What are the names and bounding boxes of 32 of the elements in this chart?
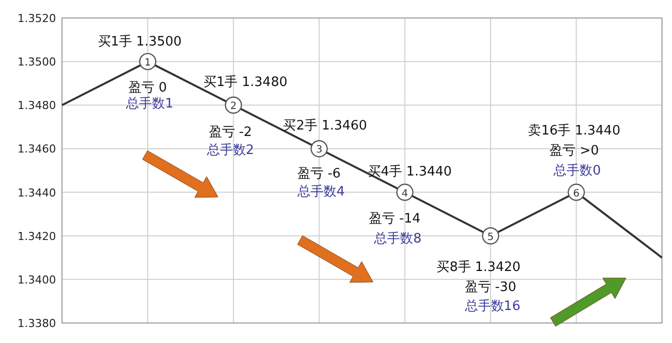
- annotation: 3: [316, 144, 322, 156]
- annotation: 盈亏 -30: [464, 280, 516, 295]
- y-tick-label: 1.3440: [18, 186, 56, 200]
- y-tick-label: 1.3520: [18, 12, 56, 25]
- annotation: 总手数1: [125, 96, 174, 112]
- annotation: 买8手 1.3420: [436, 260, 521, 275]
- annotation: 盈亏 -2: [208, 125, 252, 140]
- annotation: 盈亏 -6: [298, 166, 341, 182]
- annotation: 买2手 1.3460: [283, 118, 368, 134]
- annotation: 总手数2: [206, 143, 254, 158]
- y-tick-label: 1.3400: [18, 273, 56, 286]
- annotation: 卖16手 1.3440: [528, 123, 620, 138]
- annotation: 买1手 1.3480: [203, 75, 288, 90]
- annotation: 总手数4: [296, 184, 345, 200]
- annotation: 总手数8: [373, 231, 422, 246]
- annotation: 买1手 1.3500: [98, 34, 182, 50]
- annotation: 盈亏 -14: [369, 211, 421, 226]
- annotation: 盈亏 >0: [550, 143, 599, 158]
- y-tick-label: 1.3480: [18, 99, 56, 112]
- y-tick-label: 1.3460: [18, 142, 56, 156]
- y-tick-label: 1.3500: [18, 56, 56, 69]
- annotation: 4: [402, 188, 408, 200]
- annotation: 5: [487, 232, 494, 243]
- annotation: 1: [144, 58, 151, 69]
- annotation: 总手数0: [552, 163, 601, 178]
- annotation: 2: [230, 101, 237, 112]
- annotation: 6: [573, 188, 580, 200]
- annotation: 买4手 1.3440: [368, 164, 452, 180]
- y-tick-label: 1.3420: [18, 230, 56, 243]
- y-tick-label: 1.3380: [18, 317, 56, 330]
- annotation: 盈亏 0: [128, 80, 167, 96]
- annotation: 总手数16: [464, 298, 520, 314]
